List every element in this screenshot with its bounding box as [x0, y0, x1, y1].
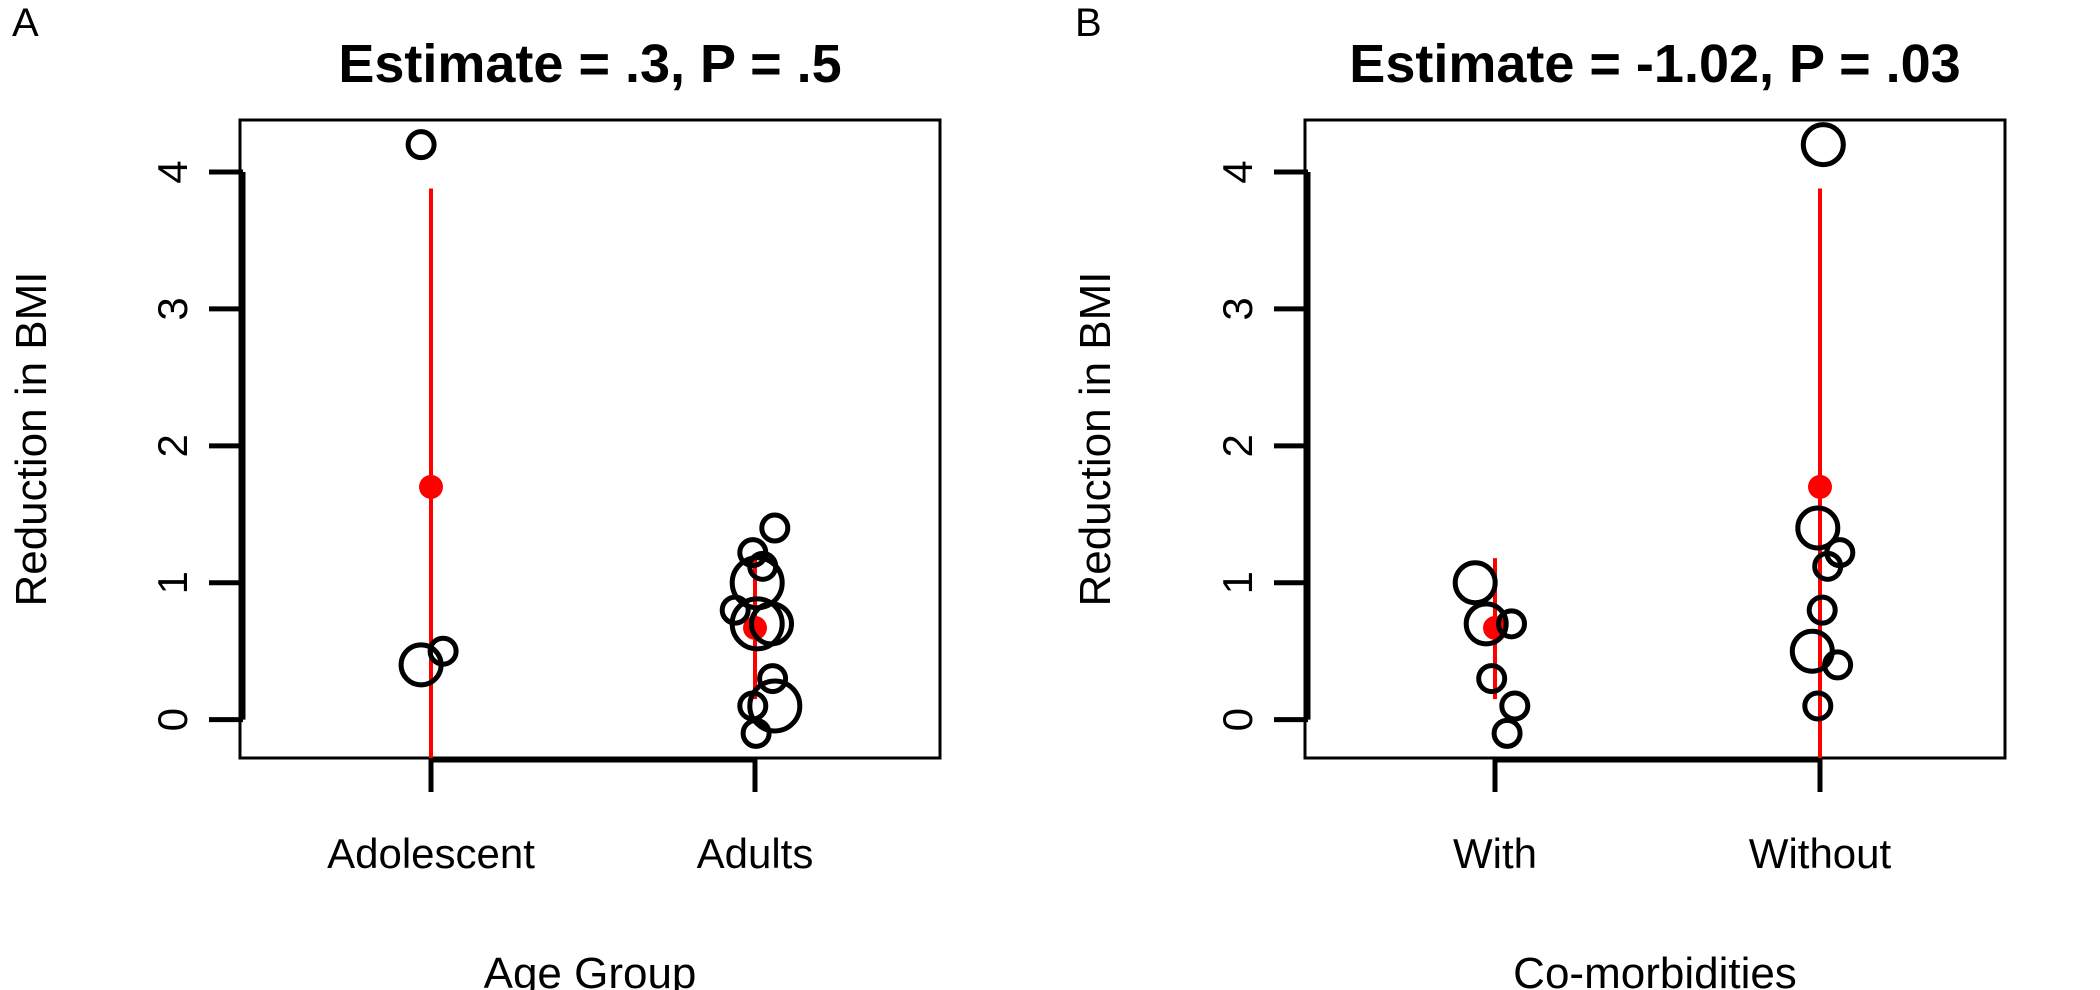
y-tick-label: 3 — [1214, 297, 1261, 320]
data-point — [749, 601, 794, 647]
data-point — [1463, 601, 1509, 647]
data-point — [759, 512, 791, 544]
x-tick-label: Adolescent — [327, 830, 535, 877]
data-point — [1496, 608, 1527, 640]
data-point — [1476, 663, 1508, 695]
mean-point — [419, 474, 443, 499]
mean-point — [1808, 474, 1832, 499]
y-axis: 0 1 2 3 4 — [1214, 160, 1311, 731]
data-point — [1491, 717, 1523, 749]
x-tick-label: With — [1453, 830, 1537, 877]
data-point — [1802, 690, 1834, 722]
y-tick-label: 1 — [1214, 571, 1261, 594]
y-tick-label: 0 — [1214, 708, 1261, 731]
plot-frame — [238, 118, 942, 760]
chart-title: Estimate = -1.02, P = .03 — [1349, 34, 1960, 94]
data-point — [1499, 690, 1531, 722]
mean-point — [743, 615, 767, 640]
x-axis-label: Co-morbidities — [1513, 949, 1797, 990]
data-point — [427, 635, 459, 667]
y-tick-label: 4 — [149, 160, 196, 183]
data-point — [398, 642, 444, 688]
y-axis-label: Reduction in BMI — [1071, 271, 1120, 606]
panel-b: B Estimate = -1.02, P = .03 Reduction in… — [1071, 1, 2007, 990]
y-tick-label: 0 — [149, 708, 196, 731]
panel-a: A Estimate = .3, P = .5 Reduction in BMI… — [7, 1, 942, 990]
data-point — [1452, 560, 1498, 606]
data-point — [405, 129, 437, 161]
y-axis-label: Reduction in BMI — [7, 271, 56, 606]
x-tick-label: Without — [1749, 830, 1892, 877]
x-tick-label: Adults — [697, 830, 814, 877]
y-tick-label: 2 — [1214, 434, 1261, 457]
x-axis: Adolescent Adults — [327, 757, 814, 877]
y-tick-label: 1 — [149, 571, 196, 594]
y-tick-label: 3 — [149, 297, 196, 320]
summary-layer — [419, 188, 767, 758]
y-tick-label: 4 — [1214, 160, 1261, 183]
data-point — [1824, 537, 1856, 569]
data-point — [1806, 594, 1838, 626]
data-point — [747, 678, 803, 734]
data-point — [740, 717, 772, 749]
summary-layer — [1483, 188, 1832, 758]
data-point — [1822, 649, 1854, 681]
points-layer — [1452, 122, 1856, 749]
x-axis: With Without — [1453, 757, 1892, 877]
data-point — [1795, 505, 1841, 551]
data-point — [757, 663, 789, 695]
panel-letter: B — [1075, 1, 1102, 45]
points-layer — [398, 129, 803, 749]
y-tick-label: 2 — [149, 434, 196, 457]
panel-letter: A — [12, 1, 39, 45]
plot-frame — [1303, 118, 2007, 760]
chart-title: Estimate = .3, P = .5 — [338, 34, 841, 94]
y-axis: 0 1 2 3 4 — [149, 160, 246, 731]
data-point — [729, 596, 785, 652]
x-axis-label: Age Group — [484, 949, 697, 990]
data-point — [1800, 122, 1846, 168]
